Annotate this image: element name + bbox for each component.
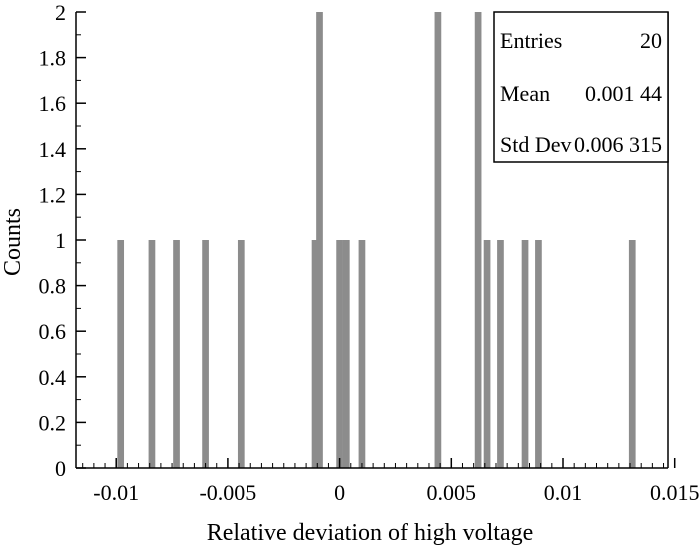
histogram-bar (237, 240, 245, 468)
x-tick-label: -0.01 (93, 480, 139, 505)
histogram-bar (311, 240, 319, 468)
x-tick-label: 0.01 (544, 480, 583, 505)
y-tick-label: 0.2 (39, 410, 67, 435)
y-tick-label: 0 (55, 456, 66, 481)
histogram-bar (521, 240, 529, 468)
stats-std-label: Std Dev (500, 132, 572, 157)
y-tick-label: 1.8 (39, 46, 67, 71)
histogram-bar (628, 240, 636, 468)
x-tick-label: 0.005 (427, 480, 477, 505)
y-tick-label: 1.4 (39, 137, 67, 162)
y-axis-ticks: 0 0.2 0.4 0.6 0.8 1 1.2 1.4 1.6 1.8 2 (39, 0, 86, 481)
y-tick-label: 0.8 (39, 274, 67, 299)
y-tick-label: 0.6 (39, 319, 67, 344)
x-axis-ticks: -0.01 -0.005 0 0.005 0.01 0.015 (82, 458, 700, 505)
x-axis-label: Relative deviation of high voltage (207, 520, 534, 545)
histogram-bar (358, 240, 366, 468)
histogram-bar (148, 240, 156, 468)
histogram-bar (316, 12, 323, 468)
histogram-bar (202, 240, 209, 468)
histogram-bar (342, 240, 350, 468)
stats-entries-value: 20 (640, 28, 662, 53)
bars-group (117, 12, 636, 468)
y-tick-label: 1 (55, 228, 66, 253)
y-tick-label: 1.6 (39, 91, 67, 116)
histogram-bar (117, 240, 125, 468)
histogram-bar (434, 12, 442, 468)
stats-box-frame (493, 11, 669, 163)
stats-std-value: 0.006 315 (574, 132, 662, 157)
histogram-bar (535, 240, 542, 468)
x-tick-label: 0 (334, 480, 345, 505)
histogram-bar (474, 12, 482, 468)
x-tick-label: 0.015 (650, 480, 700, 505)
stats-mean-label: Mean (500, 81, 550, 106)
histogram-bar (483, 240, 491, 468)
stats-entries-label: Entries (500, 28, 562, 53)
y-axis-label: Counts (0, 208, 26, 276)
stats-box: Entries 20 Mean 0.001 44 Std Dev 0.006 3… (493, 11, 669, 163)
histogram-bar (336, 240, 343, 468)
x-tick-label: -0.005 (199, 480, 256, 505)
stats-mean-value: 0.001 44 (585, 81, 662, 106)
y-tick-label: 1.2 (39, 182, 67, 207)
y-tick-label: 2 (55, 0, 66, 25)
histogram-bar (173, 240, 180, 468)
histogram-bar (497, 240, 504, 468)
y-tick-label: 0.4 (39, 365, 67, 390)
